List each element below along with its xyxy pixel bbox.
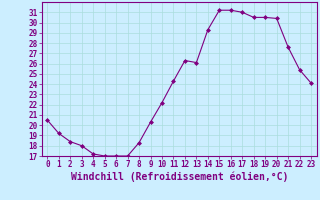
X-axis label: Windchill (Refroidissement éolien,°C): Windchill (Refroidissement éolien,°C) [70, 172, 288, 182]
